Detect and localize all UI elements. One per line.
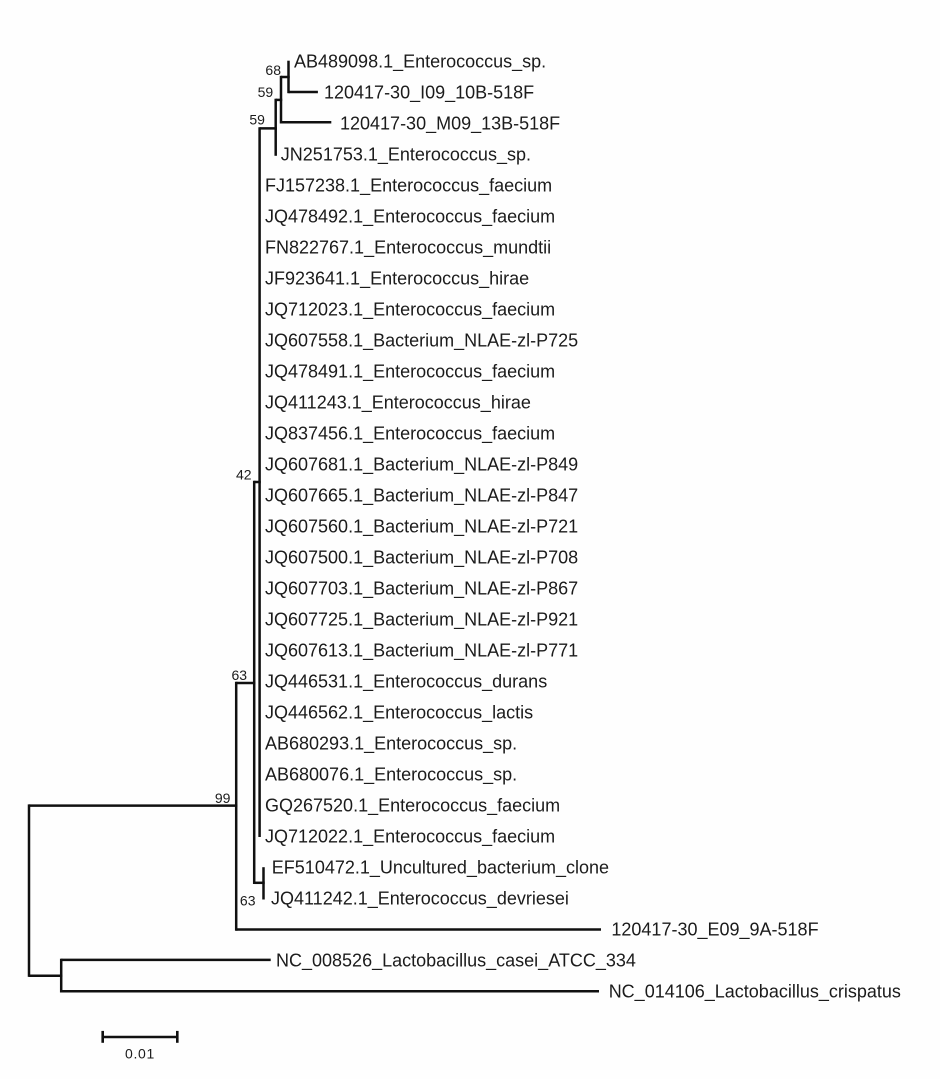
svg-text:EF510472.1_Uncultured_bacteriu: EF510472.1_Uncultured_bacterium_clone (272, 858, 609, 879)
svg-text:FN822767.1_Enterococcus_mundti: FN822767.1_Enterococcus_mundtii (265, 238, 551, 259)
svg-text:JQ607665.1_Bacterium_NLAE-zl-P: JQ607665.1_Bacterium_NLAE-zl-P847 (265, 486, 578, 507)
svg-text:JQ837456.1_Enterococcus_faeciu: JQ837456.1_Enterococcus_faecium (265, 424, 555, 445)
svg-text:59: 59 (249, 112, 265, 128)
svg-text:JQ607500.1_Bacterium_NLAE-zl-P: JQ607500.1_Bacterium_NLAE-zl-P708 (265, 548, 578, 569)
svg-text:JQ446531.1_Enterococcus_durans: JQ446531.1_Enterococcus_durans (265, 672, 547, 693)
svg-text:120417-30_M09_13B-518F: 120417-30_M09_13B-518F (340, 114, 560, 135)
svg-text:JN251753.1_Enterococcus_sp.: JN251753.1_Enterococcus_sp. (281, 145, 531, 166)
svg-text:0.01: 0.01 (125, 1046, 155, 1062)
svg-text:120417-30_I09_10B-518F: 120417-30_I09_10B-518F (324, 83, 534, 104)
svg-text:NC_008526_Lactobacillus_casei_: NC_008526_Lactobacillus_casei_ATCC_334 (276, 951, 636, 972)
svg-text:63: 63 (232, 667, 248, 683)
svg-text:NC_014106_Lactobacillus_crispa: NC_014106_Lactobacillus_crispatus (609, 982, 901, 1003)
svg-text:JQ446562.1_Enterococcus_lactis: JQ446562.1_Enterococcus_lactis (265, 703, 533, 724)
svg-text:JQ411243.1_Enterococcus_hirae: JQ411243.1_Enterococcus_hirae (265, 393, 531, 414)
svg-text:AB489098.1_Enterococcus_sp.: AB489098.1_Enterococcus_sp. (294, 52, 546, 73)
svg-text:99: 99 (215, 790, 231, 806)
svg-text:JQ607560.1_Bacterium_NLAE-zl-P: JQ607560.1_Bacterium_NLAE-zl-P721 (265, 517, 578, 538)
svg-text:120417-30_E09_9A-518F: 120417-30_E09_9A-518F (611, 920, 818, 941)
svg-text:JQ607613.1_Bacterium_NLAE-zl-P: JQ607613.1_Bacterium_NLAE-zl-P771 (265, 641, 578, 662)
svg-text:JQ607558.1_Bacterium_NLAE-zl-P: JQ607558.1_Bacterium_NLAE-zl-P725 (265, 331, 578, 352)
svg-text:AB680076.1_Enterococcus_sp.: AB680076.1_Enterococcus_sp. (265, 765, 517, 786)
svg-text:JQ607703.1_Bacterium_NLAE-zl-P: JQ607703.1_Bacterium_NLAE-zl-P867 (265, 579, 578, 600)
svg-text:JQ712023.1_Enterococcus_faeciu: JQ712023.1_Enterococcus_faecium (265, 300, 555, 321)
svg-text:63: 63 (240, 893, 256, 909)
svg-text:JQ411242.1_Enterococcus_devrie: JQ411242.1_Enterococcus_devriesei (271, 889, 569, 910)
svg-text:GQ267520.1_Enterococcus_faeciu: GQ267520.1_Enterococcus_faecium (265, 796, 560, 817)
svg-text:JQ607681.1_Bacterium_NLAE-zl-P: JQ607681.1_Bacterium_NLAE-zl-P849 (265, 455, 578, 476)
svg-text:JQ478491.1_Enterococcus_faeciu: JQ478491.1_Enterococcus_faecium (265, 362, 555, 383)
svg-text:JQ712022.1_Enterococcus_faeciu: JQ712022.1_Enterococcus_faecium (265, 827, 555, 848)
svg-text:59: 59 (258, 84, 274, 100)
svg-text:JQ607725.1_Bacterium_NLAE-zl-P: JQ607725.1_Bacterium_NLAE-zl-P921 (265, 610, 578, 631)
svg-text:68: 68 (265, 62, 281, 78)
svg-text:AB680293.1_Enterococcus_sp.: AB680293.1_Enterococcus_sp. (265, 734, 517, 755)
svg-text:JQ478492.1_Enterococcus_faeciu: JQ478492.1_Enterococcus_faecium (265, 207, 555, 228)
svg-text:42: 42 (236, 467, 252, 483)
svg-text:FJ157238.1_Enterococcus_faeciu: FJ157238.1_Enterococcus_faecium (265, 176, 552, 197)
svg-text:JF923641.1_Enterococcus_hirae: JF923641.1_Enterococcus_hirae (265, 269, 529, 290)
